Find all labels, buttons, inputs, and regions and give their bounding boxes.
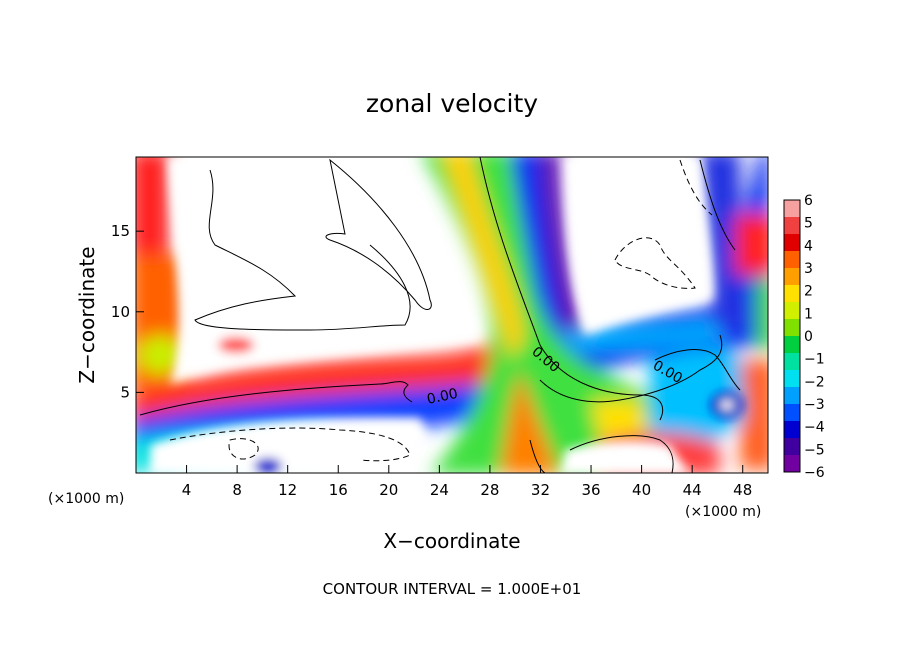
x-tick-label: 24: [430, 481, 449, 499]
negative-contours: [169, 159, 713, 462]
colorbar-swatch: [784, 251, 800, 269]
contour-label: 0.00: [426, 386, 460, 408]
colorbar-swatch: [784, 404, 800, 422]
region-lower-right-calm: [560, 440, 689, 473]
x-tick-label: 40: [632, 481, 651, 499]
colorbar-tick-label: 1: [804, 306, 813, 322]
colorbar-tick-label: 4: [804, 238, 813, 254]
colorbar-tick-label: −6: [804, 465, 825, 481]
colorbar-tick-label: −3: [804, 397, 825, 413]
colorbar-tick-label: 3: [804, 261, 813, 277]
chart-title: zonal velocity: [366, 89, 538, 118]
x-axis-label: X−coordinate: [383, 529, 520, 553]
colorbar-tick-label: −5: [804, 442, 825, 458]
colorbar-tick-label: −1: [804, 352, 825, 368]
region-upper-left-calm: [168, 157, 480, 385]
colorbar-tick-label: 2: [804, 284, 813, 300]
x-unit-label-right: (×1000 m): [685, 504, 761, 520]
colorbar-swatch: [784, 234, 800, 252]
colorbar-tick-label: 5: [804, 216, 813, 232]
x-tick-label: 20: [379, 481, 398, 499]
colorbar-swatch: [784, 336, 800, 354]
colorbar-swatch: [784, 319, 800, 337]
y-tick-label: 15: [111, 222, 130, 240]
colorbar-swatch: [784, 217, 800, 235]
plot-frame: [135, 156, 769, 474]
contour-lines: [139, 157, 741, 473]
contour-interval-footer: CONTOUR INTERVAL = 1.000E+01: [323, 580, 582, 598]
colorbar-tick-label: −2: [804, 374, 825, 390]
region-upper-right-calm: [565, 157, 713, 335]
x-tick-label: 8: [232, 481, 242, 499]
x-tick-label: 12: [278, 481, 297, 499]
colorbar-tick-label: 0: [804, 329, 813, 345]
x-tick-label: 4: [182, 481, 192, 499]
y-tick-label: 10: [111, 303, 130, 321]
colorbar-swatch: [784, 302, 800, 320]
colorbar-swatch: [784, 438, 800, 456]
y-axis: 5 10 15: [111, 222, 144, 401]
colorbar-swatch: [784, 285, 800, 303]
x-axis: 4 8 12 16 20 24 28 32 36 40 44 48: [182, 465, 752, 499]
x-tick-label: 48: [733, 481, 752, 499]
colorbar-tick-label: −4: [804, 420, 825, 436]
colorbar-swatch: [784, 200, 800, 218]
y-axis-label: Z−coordinate: [75, 246, 99, 383]
colorbar-swatch: [784, 455, 800, 473]
colorbar-tick-label: 6: [804, 193, 813, 209]
y-tick-label: 5: [120, 383, 130, 401]
colorbar: 6 5 4 3 2 1 0 −1 −2 −3 −4 −5 −6: [783, 193, 825, 481]
colorbar-swatch: [784, 421, 800, 439]
x-tick-label: 44: [683, 481, 702, 499]
x-tick-label: 36: [581, 481, 600, 499]
colorbar-swatch: [784, 370, 800, 388]
x-unit-label-left: (×1000 m): [48, 491, 124, 507]
heatmap-field: 0.00 0.00 0.00: [136, 157, 768, 473]
x-tick-label: 28: [480, 481, 499, 499]
x-tick-label: 16: [329, 481, 348, 499]
colorbar-frame: [783, 199, 801, 473]
colorbar-swatch: [784, 387, 800, 405]
colorbar-swatch: [784, 353, 800, 371]
region-left-edge-jet-top: [136, 157, 170, 260]
colorbar-swatch: [784, 268, 800, 286]
x-tick-label: 32: [531, 481, 550, 499]
